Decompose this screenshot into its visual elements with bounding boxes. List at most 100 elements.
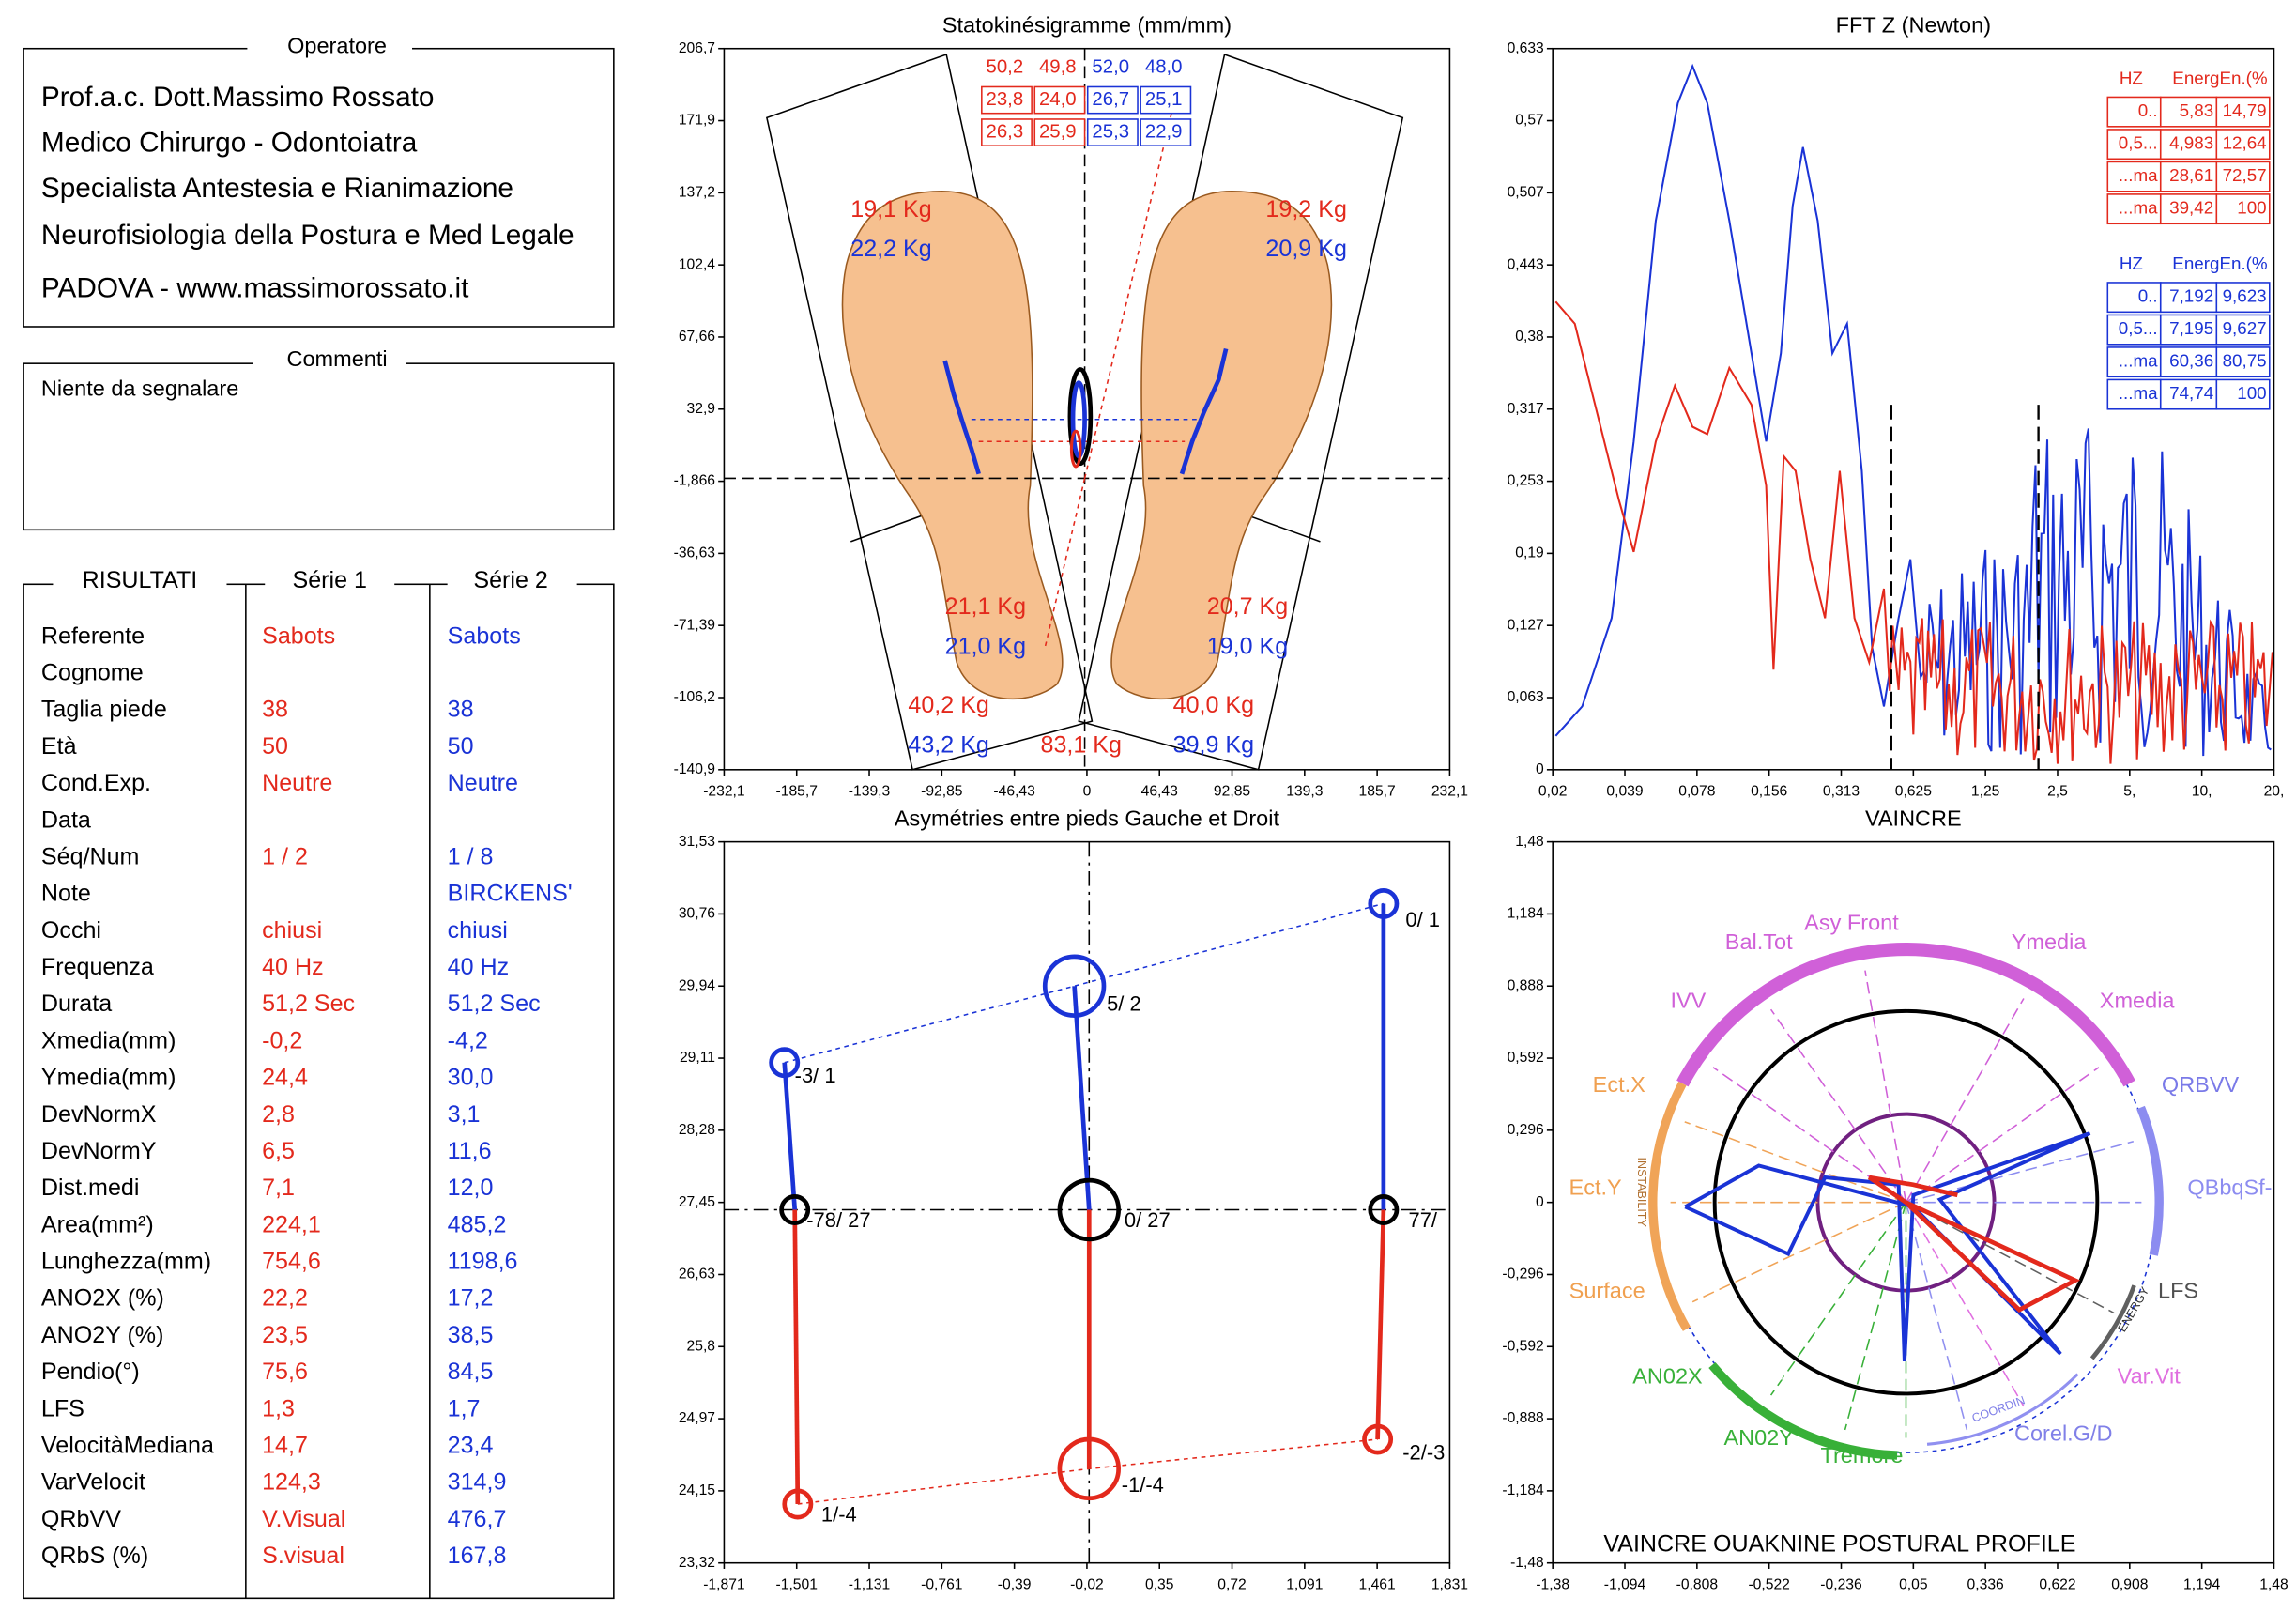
- series2-value: 476,7: [448, 1506, 507, 1532]
- table-cell: [2215, 314, 2271, 346]
- x-tick-label: 0,908: [2111, 1576, 2148, 1592]
- profile-label: Corel.G/D: [2014, 1421, 2112, 1446]
- table-header: HZ: [2120, 69, 2143, 88]
- row-label: Durata: [41, 991, 112, 1017]
- y-tick-label: 1,48: [1515, 834, 1544, 850]
- x-tick-label: -0,39: [998, 1576, 1032, 1592]
- table-value: ...ma: [2119, 383, 2158, 403]
- vision-arc: [2136, 1105, 2164, 1256]
- table-value: 4,983: [2169, 133, 2213, 153]
- series2-value: chiusi: [448, 917, 508, 944]
- profile-label: QRBVV: [2162, 1072, 2240, 1097]
- weight-label: 43,2 Kg: [908, 731, 988, 758]
- spoke: [1906, 1067, 2100, 1204]
- series1-value: 50: [262, 733, 288, 760]
- profile-label: IVV: [1670, 989, 1706, 1013]
- value-cell: [1086, 118, 1139, 146]
- spoke: [1905, 1202, 2025, 1407]
- weight-label: 83,1 Kg: [1041, 731, 1122, 758]
- x-tick-label: 0,156: [1751, 783, 1787, 799]
- weight-label: 19,2 Kg: [1265, 196, 1346, 223]
- row-label: Dist.medi: [41, 1175, 140, 1201]
- x-tick-label: 1,831: [1431, 1576, 1468, 1592]
- x-tick-label: -0,761: [921, 1576, 962, 1592]
- y-tick-label: 0,57: [1515, 113, 1543, 129]
- profile-label: QBbqSf-: [2187, 1175, 2272, 1200]
- row-label: Cognome: [41, 660, 144, 686]
- cop-trace: [1069, 429, 1082, 469]
- series1-value: 24,4: [262, 1065, 308, 1091]
- row-label: Area(mm²): [41, 1211, 154, 1237]
- table-value: 0,5...: [2119, 133, 2158, 153]
- asym-point: [1057, 1177, 1121, 1242]
- value-cell: [1140, 118, 1192, 146]
- x-tick-label: 0,35: [1145, 1576, 1174, 1592]
- x-tick-label: 1,461: [1359, 1576, 1396, 1592]
- table-value: 72,57: [2223, 165, 2267, 185]
- y-tick-label: 0,507: [1508, 184, 1544, 200]
- table-value: 39,42: [2169, 198, 2213, 218]
- profile-label: AN02X: [1632, 1363, 1703, 1388]
- series2-value: BIRCKENS': [448, 881, 573, 907]
- weight-label: 20,9 Kg: [1265, 236, 1346, 262]
- series1-value: 40 Hz: [262, 954, 324, 980]
- profile-label: Surface: [1569, 1278, 1645, 1302]
- table-cell: [2159, 378, 2218, 410]
- series2-value: 314,9: [448, 1469, 507, 1496]
- y-tick-label: 27,45: [679, 1194, 715, 1210]
- table-cell: [2215, 346, 2271, 378]
- value-cell: [1033, 118, 1086, 146]
- profile-label: Tremore: [1820, 1443, 1903, 1467]
- row-label: Pendio(°): [41, 1359, 140, 1385]
- x-tick-label: 0,622: [2039, 1576, 2075, 1592]
- row-label: Xmedia(mm): [41, 1027, 176, 1053]
- y-tick-label: 102,4: [679, 256, 715, 272]
- row-label: ANO2Y (%): [41, 1322, 164, 1348]
- red-dash: [1044, 478, 1086, 648]
- y-tick-label: -140,9: [674, 761, 715, 777]
- series1-value: Sabots: [262, 622, 335, 649]
- table-cell: [2159, 346, 2218, 378]
- point-label: 0/ 27: [1125, 1208, 1171, 1232]
- point-label: 77/: [1409, 1208, 1438, 1232]
- series2-value: 12,0: [448, 1175, 494, 1201]
- series2-value: 30,0: [448, 1065, 494, 1091]
- operator-line: PADOVA - www.massimorossato.it: [41, 273, 469, 304]
- grid-value: 26,3: [987, 121, 1024, 142]
- series1-value: 75,6: [262, 1359, 308, 1385]
- y-tick-label: 0,888: [1508, 977, 1544, 993]
- point-label: -1/-4: [1122, 1473, 1164, 1497]
- x-tick-label: 1,48: [2259, 1576, 2288, 1592]
- value-cell: [1086, 85, 1139, 115]
- table-cell: [2106, 129, 2162, 161]
- y-tick-label: 24,15: [679, 1482, 715, 1498]
- results-header: Série 1: [292, 567, 366, 593]
- arc-label: ASYMETRY: [1874, 972, 1938, 985]
- profile-label: Ect.X: [1593, 1072, 1645, 1097]
- series2-stem: [1072, 986, 1092, 1210]
- table-cell: [2106, 346, 2162, 378]
- asym-point: [779, 1194, 811, 1225]
- foot-box: [1078, 53, 1404, 771]
- table-cell: [2159, 193, 2218, 225]
- plot-frame: [723, 47, 1451, 771]
- y-tick-label: 26,63: [679, 1267, 715, 1283]
- table-cell: [2159, 96, 2218, 128]
- y-tick-label: 67,66: [679, 329, 715, 345]
- grid-value: 24,0: [1039, 89, 1077, 110]
- asymetry-arc: [1676, 943, 2135, 1087]
- neuro-arc: [1708, 1361, 1898, 1460]
- coordin-arc: [1926, 1373, 2079, 1446]
- table-value: 9,627: [2223, 318, 2267, 338]
- table-value: 74,74: [2169, 383, 2213, 403]
- foot-box: [765, 53, 1094, 771]
- x-tick-label: 139,3: [1286, 783, 1323, 799]
- table-cell: [2215, 96, 2271, 128]
- table-value: ...ma: [2119, 198, 2158, 218]
- y-tick-label: 0,443: [1508, 256, 1544, 272]
- series2-value: 167,8: [448, 1543, 507, 1569]
- right-foot: [1110, 190, 1333, 700]
- table-value: 28,61: [2169, 165, 2213, 185]
- asymmetry: -3/ 1 5/ 2 0/ 1 -78/ 27 0/ 27 77/1/-4 -1/-4 -2/…: [724, 841, 1450, 1563]
